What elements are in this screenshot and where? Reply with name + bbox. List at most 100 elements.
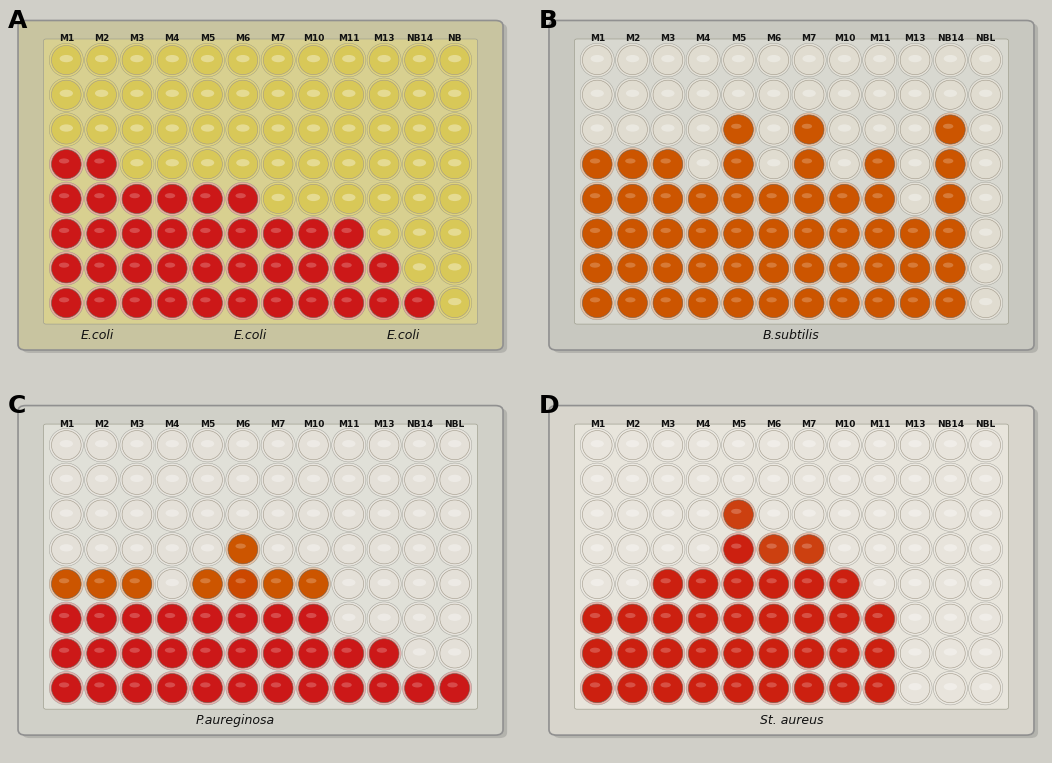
- Ellipse shape: [52, 500, 81, 530]
- Ellipse shape: [686, 78, 721, 111]
- Ellipse shape: [158, 639, 187, 668]
- Ellipse shape: [369, 219, 399, 248]
- Ellipse shape: [130, 159, 144, 166]
- Ellipse shape: [979, 55, 992, 63]
- Ellipse shape: [200, 228, 210, 233]
- Ellipse shape: [200, 613, 210, 618]
- Ellipse shape: [95, 682, 104, 687]
- Ellipse shape: [794, 150, 824, 179]
- Ellipse shape: [651, 286, 685, 320]
- Ellipse shape: [686, 182, 721, 216]
- Ellipse shape: [438, 113, 471, 146]
- Ellipse shape: [226, 78, 260, 111]
- Ellipse shape: [651, 636, 685, 670]
- Ellipse shape: [686, 252, 721, 285]
- Ellipse shape: [969, 533, 1003, 566]
- Ellipse shape: [615, 428, 650, 462]
- FancyBboxPatch shape: [553, 24, 1038, 353]
- Ellipse shape: [378, 544, 390, 552]
- Ellipse shape: [165, 613, 176, 618]
- Ellipse shape: [830, 674, 859, 703]
- Ellipse shape: [190, 567, 225, 600]
- Ellipse shape: [122, 80, 151, 109]
- Ellipse shape: [581, 636, 614, 670]
- Ellipse shape: [333, 500, 364, 530]
- Ellipse shape: [732, 90, 745, 97]
- Ellipse shape: [661, 193, 671, 198]
- Ellipse shape: [758, 185, 789, 214]
- Ellipse shape: [865, 465, 894, 494]
- Ellipse shape: [95, 613, 104, 618]
- Ellipse shape: [60, 90, 73, 97]
- FancyBboxPatch shape: [18, 406, 503, 735]
- Ellipse shape: [270, 298, 281, 302]
- Ellipse shape: [651, 533, 685, 566]
- Ellipse shape: [618, 254, 647, 283]
- FancyBboxPatch shape: [22, 408, 507, 738]
- Ellipse shape: [378, 228, 390, 236]
- Ellipse shape: [52, 185, 81, 214]
- Ellipse shape: [935, 639, 965, 668]
- Ellipse shape: [863, 602, 896, 636]
- Ellipse shape: [794, 535, 824, 564]
- Ellipse shape: [271, 544, 285, 552]
- Text: E.coli: E.coli: [387, 329, 420, 342]
- Ellipse shape: [661, 682, 671, 687]
- Ellipse shape: [724, 80, 753, 109]
- Ellipse shape: [49, 497, 83, 531]
- Ellipse shape: [156, 286, 189, 320]
- Ellipse shape: [165, 475, 179, 482]
- Ellipse shape: [190, 217, 225, 250]
- Ellipse shape: [271, 194, 285, 201]
- Ellipse shape: [438, 43, 471, 77]
- Ellipse shape: [625, 262, 635, 268]
- Ellipse shape: [165, 440, 179, 447]
- Ellipse shape: [226, 671, 260, 705]
- Ellipse shape: [802, 228, 812, 233]
- Ellipse shape: [935, 150, 965, 179]
- Ellipse shape: [261, 113, 296, 146]
- Ellipse shape: [625, 228, 635, 233]
- Ellipse shape: [590, 613, 601, 618]
- Text: E.coli: E.coli: [80, 329, 114, 342]
- Ellipse shape: [626, 510, 640, 517]
- Ellipse shape: [837, 298, 848, 302]
- Ellipse shape: [342, 262, 351, 268]
- Ellipse shape: [590, 228, 601, 233]
- Ellipse shape: [448, 440, 462, 447]
- Ellipse shape: [342, 544, 356, 552]
- Ellipse shape: [84, 182, 119, 216]
- Ellipse shape: [794, 604, 824, 633]
- Ellipse shape: [979, 544, 992, 552]
- Ellipse shape: [908, 475, 922, 482]
- Ellipse shape: [84, 671, 119, 705]
- Ellipse shape: [731, 509, 742, 514]
- Ellipse shape: [59, 578, 69, 584]
- Ellipse shape: [935, 46, 965, 75]
- Ellipse shape: [87, 674, 117, 703]
- Ellipse shape: [129, 613, 140, 618]
- Ellipse shape: [120, 636, 154, 670]
- Ellipse shape: [731, 578, 742, 584]
- Ellipse shape: [933, 286, 968, 320]
- Ellipse shape: [865, 219, 894, 248]
- Text: M4: M4: [695, 420, 711, 429]
- Ellipse shape: [581, 463, 614, 497]
- Ellipse shape: [908, 510, 922, 517]
- Ellipse shape: [263, 219, 294, 248]
- Ellipse shape: [226, 602, 260, 636]
- Ellipse shape: [653, 46, 683, 75]
- Ellipse shape: [87, 535, 117, 564]
- Ellipse shape: [696, 159, 710, 166]
- Ellipse shape: [661, 228, 671, 233]
- Ellipse shape: [653, 185, 683, 214]
- Ellipse shape: [653, 500, 683, 530]
- FancyBboxPatch shape: [553, 408, 1038, 738]
- Text: NB14: NB14: [937, 34, 964, 43]
- Ellipse shape: [271, 124, 285, 132]
- Ellipse shape: [618, 46, 647, 75]
- Ellipse shape: [201, 55, 215, 63]
- Ellipse shape: [933, 636, 968, 670]
- Ellipse shape: [935, 674, 965, 703]
- Ellipse shape: [969, 497, 1003, 531]
